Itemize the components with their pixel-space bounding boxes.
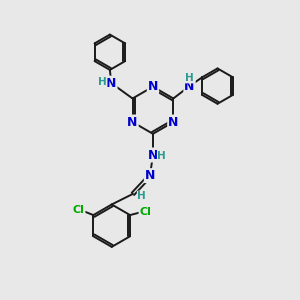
Text: N: N [184, 80, 195, 93]
Text: N: N [148, 80, 158, 93]
Text: N: N [128, 116, 138, 128]
Text: N: N [148, 148, 158, 161]
Text: N: N [145, 169, 155, 182]
Text: H: H [158, 151, 166, 160]
Text: H: H [185, 73, 194, 83]
Text: H: H [98, 77, 107, 87]
Text: Cl: Cl [140, 206, 151, 217]
Text: Cl: Cl [73, 205, 85, 215]
Text: H: H [137, 191, 146, 201]
Text: N: N [106, 77, 116, 90]
Text: N: N [168, 116, 178, 128]
